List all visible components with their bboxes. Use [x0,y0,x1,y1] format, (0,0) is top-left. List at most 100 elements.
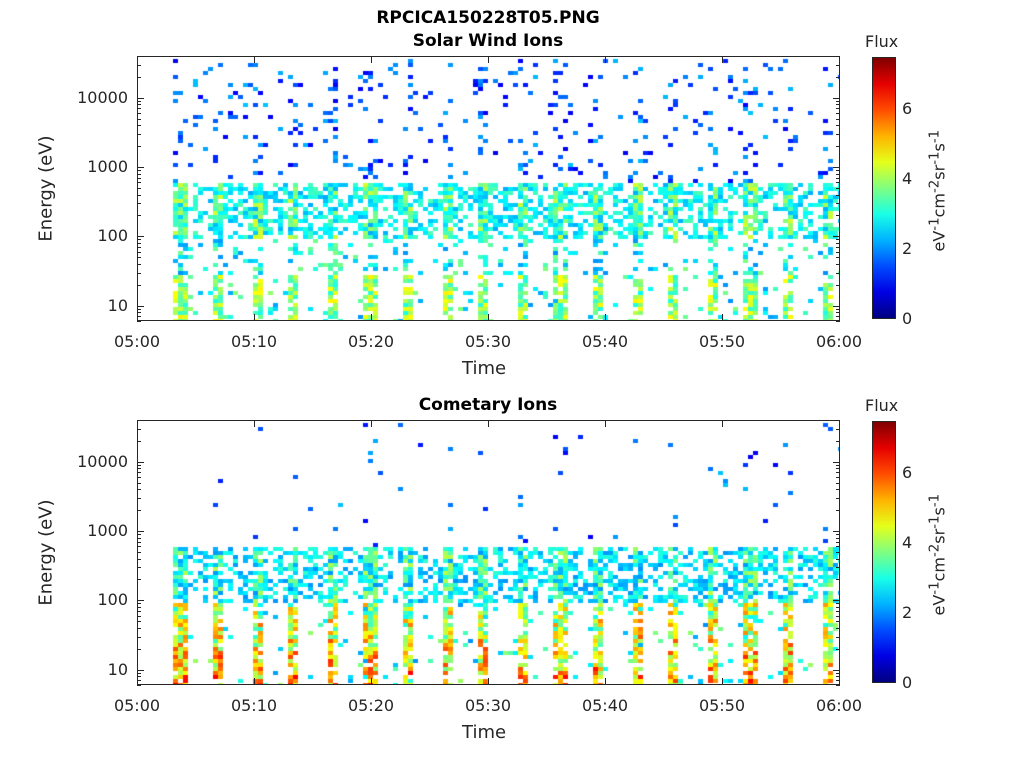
spectrogram-canvas-solar-wind [138,57,839,320]
y-tick-mark [836,118,840,120]
y-tick-mark [137,113,141,115]
y-tick-mark [836,541,840,543]
y-tick-mark [836,579,840,581]
y-tick-mark [137,100,141,102]
y-tick-mark [836,558,840,560]
y-tick-mark [836,510,840,512]
y-axis-label-solar-wind: Energy (eV) [35,135,57,242]
y-tick-mark [137,194,141,196]
y-tick-mark [836,321,840,322]
y-tick-mark [137,482,141,484]
y-tick-mark [836,133,840,135]
y-tick-mark [137,170,141,172]
y-tick-mark [836,534,840,536]
y-tick-mark [836,621,840,623]
y-tick-mark [137,621,141,623]
y-tick-label: 1000 [87,157,128,177]
y-tick-mark [137,118,141,120]
y-tick-mark [836,173,840,175]
colorbar-tick-label: 2 [902,603,913,623]
y-tick-mark [137,236,144,238]
y-tick-mark [836,648,840,650]
y-tick-mark [836,251,840,253]
colorbar-tick-label: 4 [902,169,913,189]
y-tick-mark [836,551,840,553]
x-tick-label: 05:50 [698,696,746,715]
y-tick-mark [836,672,840,674]
y-tick-mark [137,627,141,629]
y-tick-mark [137,133,141,135]
y-tick-mark [137,272,141,274]
x-tick-mark [605,678,606,685]
x-tick-mark [371,314,372,321]
colorbar-label-solar-wind: Flux [865,32,899,51]
y-tick-mark [836,676,840,678]
y-tick-mark [836,464,840,466]
y-tick-mark [836,615,840,617]
x-tick-label: 05:30 [464,696,512,715]
y-tick-mark [137,685,141,686]
y-tick-mark [836,113,840,115]
y-tick-mark [137,305,144,307]
y-tick-mark [137,173,141,175]
colorbar-tick-label: 4 [902,533,913,553]
y-tick-mark [836,440,840,442]
y-tick-mark [836,215,840,217]
y-tick-mark [137,64,141,66]
y-tick-label: 10 [107,295,128,315]
x-tick-mark [137,678,138,685]
y-tick-mark [836,263,840,265]
y-tick-mark [137,243,141,245]
x-tick-label: 05:00 [113,696,161,715]
y-tick-mark [137,247,141,249]
y-tick-mark [137,203,141,205]
x-tick-label: 06:00 [815,332,863,351]
y-tick-mark [137,215,141,217]
y-tick-mark [137,468,141,470]
spectrogram-cometary[interactable] [137,420,840,685]
y-tick-mark [137,497,141,499]
y-tick-mark [137,108,141,110]
x-tick-mark [722,56,723,63]
y-tick-mark [137,669,144,671]
y-tick-mark [836,627,840,629]
x-tick-mark [605,314,606,321]
y-tick-label: 100 [97,590,128,610]
x-tick-mark [839,314,840,321]
y-tick-mark [137,534,141,536]
spectrogram-solar-wind[interactable] [137,56,840,321]
y-tick-mark [137,472,141,474]
colorbar-tick-label: 0 [902,673,913,692]
y-tick-mark [836,100,840,102]
y-tick-mark [137,308,141,310]
x-tick-mark [488,56,489,63]
y-tick-mark [137,537,141,539]
y-tick-mark [836,607,840,609]
y-tick-mark [137,461,144,463]
y-tick-mark [137,672,141,674]
x-tick-mark [137,420,138,427]
y-tick-mark [836,477,840,479]
y-tick-mark [836,243,840,245]
y-tick-mark [833,167,840,169]
x-axis-label-solar-wind: Time [462,358,507,379]
y-tick-mark [836,428,840,430]
y-tick-mark [137,558,141,560]
x-tick-label: 05:10 [230,696,278,715]
y-tick-mark [137,146,141,148]
y-tick-mark [833,461,840,463]
y-tick-mark [836,257,840,259]
y-tick-mark [833,669,840,671]
y-tick-mark [137,440,141,442]
y-tick-mark [836,537,840,539]
spectrogram-canvas-cometary [138,421,839,684]
y-tick-mark [836,636,840,638]
y-tick-mark [836,489,840,491]
y-tick-mark [836,76,840,78]
x-tick-mark [488,314,489,321]
y-tick-mark [836,247,840,249]
y-tick-mark [137,607,141,609]
y-tick-mark [137,321,141,322]
y-tick-mark [836,239,840,241]
x-tick-label: 05:30 [464,332,512,351]
